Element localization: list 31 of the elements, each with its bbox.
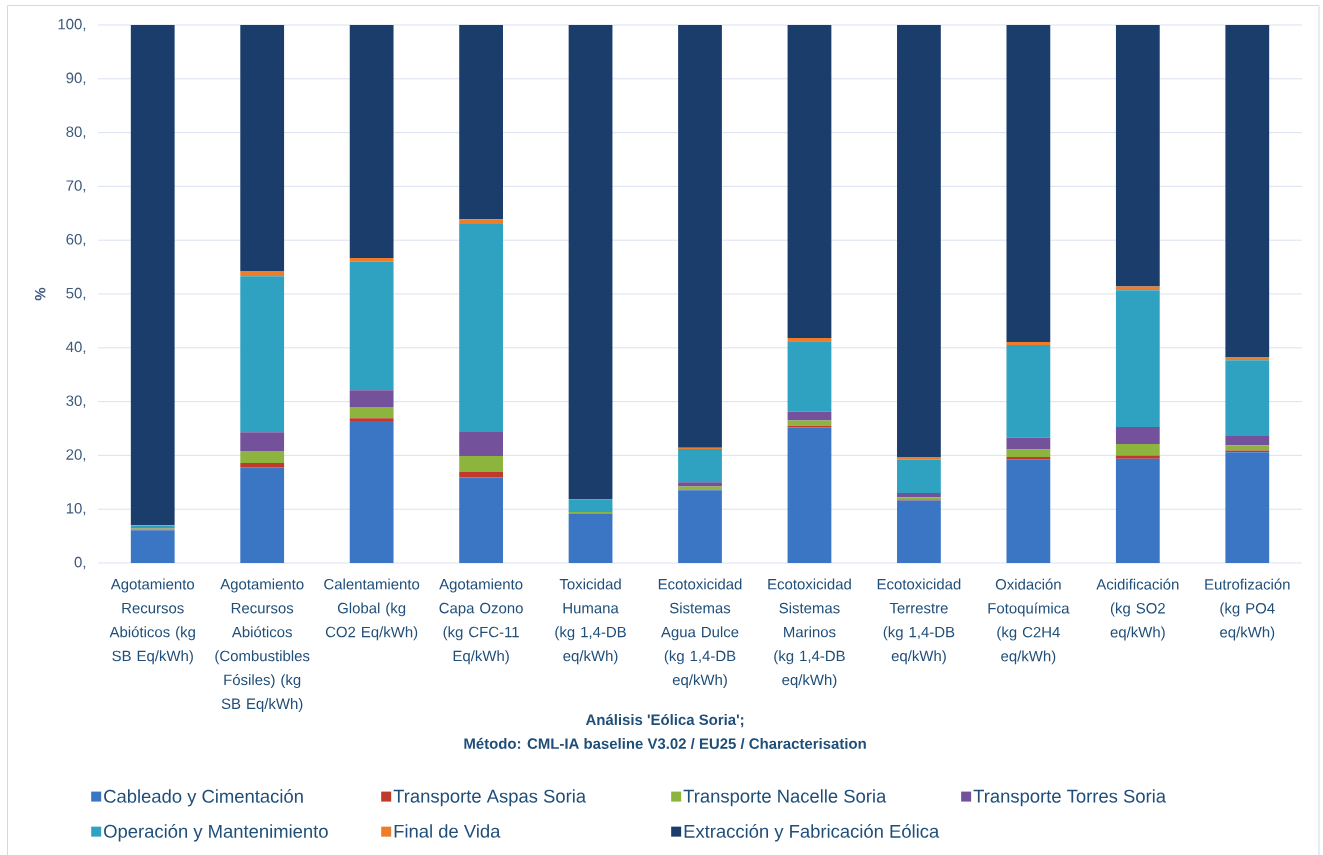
x-tick-label: Acidificación (kg SO2 eq/kWh): [1096, 578, 1179, 641]
x-tick-label: Eutrofización (kg PO4 eq/kWh): [1205, 578, 1290, 641]
x-tick-label: Ecotoxicidad Sistemas Marinos (kg 1,4-DB eq/kWh): [768, 578, 851, 689]
y-tick-label: 10,: [66, 503, 86, 516]
y-tick-label: 70,: [66, 180, 86, 193]
x-tick-label: Ecotoxicidad Sistemas Agua Dulce (kg 1,4-DB eq/kWh): [658, 578, 742, 689]
x-tick-label: Ecotoxicidad Terrestre (kg 1,4-DB eq/kWh): [877, 578, 961, 665]
x-axis-title: Análisis 'Eólica Soria'; Método: CML-IA baseline V3.02 / EU25 / Characterisation: [464, 713, 866, 750]
legend-label: Final de Vida: [394, 824, 501, 838]
y-tick-label: 80,: [66, 126, 86, 139]
x-tick-label: Toxicidad Humana (kg 1,4-DB eq/kWh): [555, 578, 626, 665]
y-tick-label: 90,: [66, 72, 86, 85]
x-tick-label: Oxidación Fotoquímica (kg C2H4 eq/kWh): [988, 578, 1070, 665]
y-tick-label: 0,: [74, 556, 86, 570]
legend-label: Transporte Nacelle Soria: [683, 789, 887, 807]
legend-label: Transporte Aspas Soria: [393, 789, 587, 807]
legend-label: Cableado y Cimentación: [104, 789, 303, 807]
y-tick-label: 20,: [66, 449, 86, 462]
legend-label: Transporte Torres Soria: [973, 789, 1167, 807]
legend-label: Operación y Mantenimiento: [104, 824, 328, 842]
y-tick-label: 100,: [58, 18, 86, 32]
x-tick-label: Agotamiento Capa Ozono (kg CFC-11 Eq/kWh): [439, 578, 523, 665]
y-tick-label: 40,: [66, 341, 86, 354]
y-tick-label: 30,: [66, 395, 86, 408]
y-axis-title: %: [34, 287, 46, 301]
y-tick-label: 50,: [66, 287, 86, 301]
x-tick-label: Agotamiento Recursos Abióticos (Combustibles Fósiles) (kg SB Eq/kWh): [215, 578, 310, 712]
legend-label: Extracción y Fabricación Eólica: [684, 824, 940, 842]
x-tick-label: Calentamiento Global (kg CO2 Eq/kWh): [324, 578, 420, 641]
y-tick-label: 60,: [66, 234, 86, 247]
x-tick-label: Agotamiento Recursos Abióticos (kg SB Eq/kWh): [109, 578, 195, 665]
